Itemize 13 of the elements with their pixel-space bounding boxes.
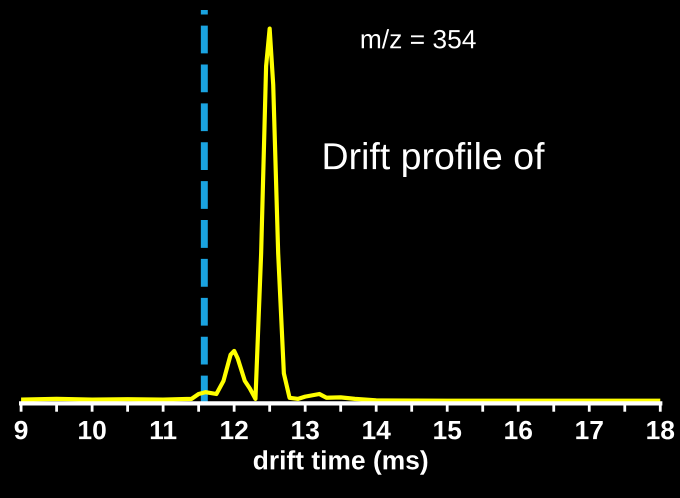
x-tick-label: 15 xyxy=(434,421,462,440)
x-tick-label: 12 xyxy=(221,420,248,440)
x-tick-label: 13 xyxy=(292,420,319,440)
x-tick-label: 17 xyxy=(576,421,603,440)
annotation: m/z = 354 xyxy=(362,29,476,49)
x-axis-title: drift time (ms) xyxy=(254,450,428,475)
x-tick-label: 18 xyxy=(647,420,674,440)
x-tick-label: 10 xyxy=(79,420,106,440)
x-tick-label: 16 xyxy=(505,420,532,440)
x-tick-label: 14 xyxy=(363,421,391,440)
x-tick-label: 9 xyxy=(14,420,28,440)
annotation: Drift profile of xyxy=(324,142,545,177)
x-tick-label: 11 xyxy=(150,421,176,440)
